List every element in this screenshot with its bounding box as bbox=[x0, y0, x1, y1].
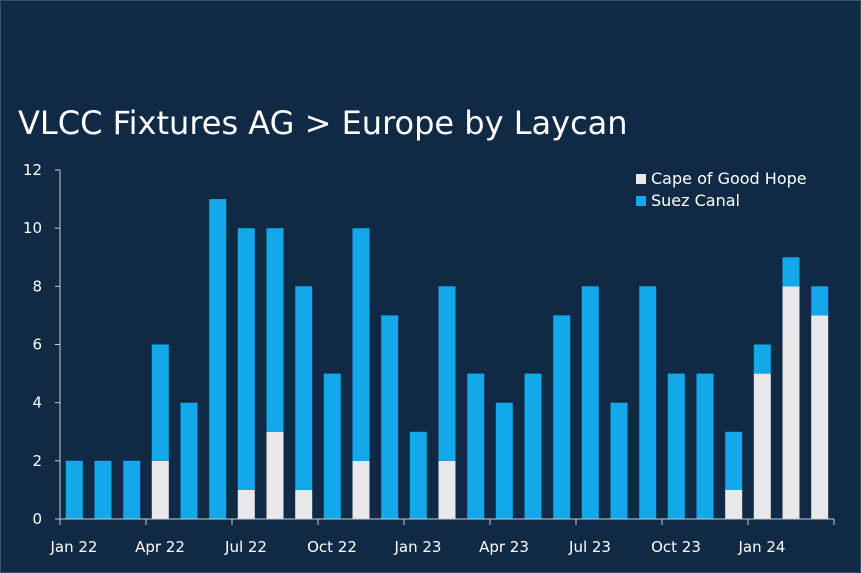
axes-group: 0 2 4 6 8 10 12 Jan 22 Apr 22 Jul 22 Oct 22 Jan 23 A… bbox=[23, 161, 835, 556]
bar-suez-6 bbox=[237, 228, 255, 490]
bar-suez-20 bbox=[639, 286, 657, 519]
bar-suez-23 bbox=[725, 431, 743, 490]
y-tick-label: 12 bbox=[23, 161, 42, 179]
bar-suez-0 bbox=[65, 460, 83, 519]
bar-suez-21 bbox=[667, 373, 685, 519]
bar-cape-10 bbox=[352, 460, 370, 519]
legend: Cape of Good Hope Suez Canal bbox=[636, 169, 807, 210]
bar-cape-26 bbox=[811, 315, 829, 519]
bar-cape-24 bbox=[753, 373, 771, 519]
bar-suez-4 bbox=[180, 402, 198, 519]
bar-suez-22 bbox=[696, 373, 714, 519]
y-tick-label: 0 bbox=[32, 510, 42, 528]
bar-suez-14 bbox=[467, 373, 485, 519]
x-tick-label: Jan 23 bbox=[394, 538, 442, 556]
legend-swatch-cape bbox=[636, 174, 646, 184]
chart-title: VLCC Fixtures AG > Europe by Laycan bbox=[18, 104, 628, 142]
bar-suez-25 bbox=[782, 257, 800, 287]
bar-suez-13 bbox=[438, 286, 456, 461]
bar-suez-18 bbox=[581, 286, 599, 519]
bar-suez-9 bbox=[323, 373, 341, 519]
legend-swatch-suez bbox=[636, 196, 646, 206]
bars-group bbox=[65, 199, 829, 520]
bar-suez-1 bbox=[94, 460, 112, 519]
bar-suez-15 bbox=[495, 402, 513, 519]
bar-suez-7 bbox=[266, 228, 284, 432]
bar-suez-2 bbox=[123, 460, 141, 519]
bar-cape-3 bbox=[151, 460, 169, 519]
y-tick-label: 6 bbox=[32, 336, 42, 354]
bar-suez-26 bbox=[811, 286, 829, 316]
bar-cape-13 bbox=[438, 460, 456, 519]
bar-suez-11 bbox=[381, 315, 399, 519]
bar-suez-19 bbox=[610, 402, 628, 519]
bar-cape-23 bbox=[725, 489, 743, 519]
bar-suez-16 bbox=[524, 373, 542, 519]
x-tick-label: Jul 23 bbox=[568, 538, 611, 556]
bar-suez-10 bbox=[352, 228, 370, 461]
bar-suez-12 bbox=[409, 431, 427, 520]
y-tick-label: 8 bbox=[32, 277, 42, 295]
y-tick-label: 2 bbox=[32, 452, 42, 470]
bar-suez-8 bbox=[295, 286, 313, 490]
bar-suez-5 bbox=[209, 199, 227, 519]
y-tick-label: 4 bbox=[32, 394, 42, 412]
bar-cape-7 bbox=[266, 431, 284, 520]
bar-suez-17 bbox=[553, 315, 571, 519]
bar-suez-3 bbox=[151, 344, 169, 461]
x-tick-label: Oct 22 bbox=[307, 538, 357, 556]
bar-suez-24 bbox=[753, 344, 771, 374]
x-tick-label: Jan 22 bbox=[50, 538, 98, 556]
x-tick-label: Apr 22 bbox=[135, 538, 185, 556]
bar-cape-25 bbox=[782, 286, 800, 519]
y-tick-label: 10 bbox=[23, 219, 42, 237]
bar-cape-8 bbox=[295, 489, 313, 519]
bar-cape-6 bbox=[237, 489, 255, 519]
legend-label-suez: Suez Canal bbox=[651, 191, 740, 210]
x-tick-label: Jul 22 bbox=[224, 538, 267, 556]
x-tick-label: Oct 23 bbox=[651, 538, 701, 556]
x-tick-label: Jan 24 bbox=[738, 538, 786, 556]
x-tick-label: Apr 23 bbox=[479, 538, 529, 556]
legend-label-cape: Cape of Good Hope bbox=[651, 169, 807, 188]
